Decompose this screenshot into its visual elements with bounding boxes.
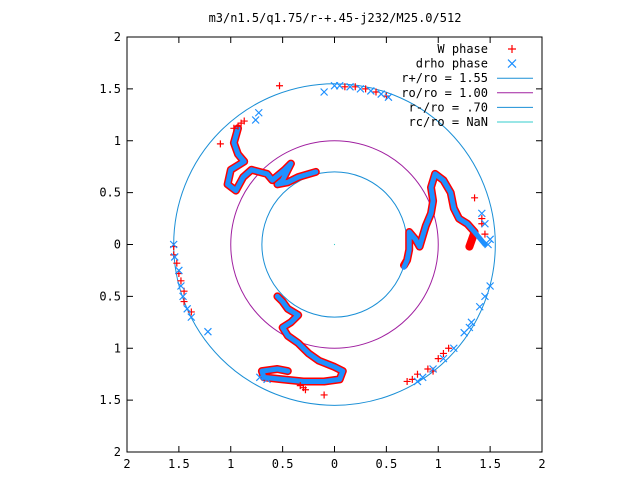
data-point-0-14 (481, 230, 489, 238)
data-point-1-31 (486, 282, 495, 290)
y-tick-label: 0.5 (99, 186, 121, 200)
y-tick-label: 2 (114, 30, 121, 44)
data-point-1-2 (320, 88, 329, 96)
data-point-1-22 (413, 377, 422, 386)
data-point-1-28 (465, 323, 474, 332)
x-tick-label: 1 (227, 457, 234, 471)
data-point-1-20 (481, 219, 489, 228)
data-point-1-23 (418, 373, 427, 382)
data-point-0-0 (216, 140, 224, 148)
x-tick-label: 2 (538, 457, 545, 471)
data-point-0-4 (240, 117, 248, 125)
data-point-1-9 (384, 93, 393, 102)
chart-title: m3/n1.5/q1.75/r-+.45-j232/M25.0/512 (209, 11, 462, 25)
data-point-1-26 (449, 344, 458, 353)
data-point-1-16 (187, 313, 196, 322)
data-point-1-29 (467, 318, 476, 327)
phase-curve-4 (259, 293, 346, 384)
data-point-1-8 (377, 90, 386, 98)
x-tick-label: 0 (331, 457, 338, 471)
data-point-1-1 (251, 116, 260, 124)
data-point-0-11 (471, 194, 479, 202)
y-tick-label: 0 (114, 238, 121, 252)
data-point-0-20 (445, 344, 453, 352)
data-point-1-34 (263, 375, 271, 384)
legend-key-0 (508, 45, 516, 53)
legend-label-4: r-/ro = .70 (409, 100, 488, 114)
data-point-1-14 (179, 292, 187, 301)
phase-markers (169, 81, 495, 399)
data-point-1-30 (475, 302, 484, 311)
center-point (333, 243, 336, 246)
y-tick-label: 1 (114, 134, 121, 148)
phase-curve-5 (401, 171, 488, 270)
data-point-1-10 (169, 240, 178, 249)
phase-curve-3 (225, 125, 319, 194)
reference-circle-1 (230, 140, 439, 349)
data-point-0-18 (434, 355, 442, 363)
data-point-1-7 (366, 87, 375, 95)
legend-label-0: W phase (437, 42, 488, 56)
data-point-1-17 (204, 327, 212, 336)
data-point-1-33 (255, 373, 264, 382)
data-point-1-4 (335, 81, 344, 90)
data-point-0-2 (234, 122, 242, 130)
axis-ticks: 2 1.5 1 0.5 0 0.5 1 1.5 221.510.500.511.52 (99, 30, 545, 471)
y-tick-label: 2 (114, 445, 121, 459)
legend-label-5: rc/ro = NaN (409, 115, 488, 129)
data-point-0-34 (320, 391, 328, 399)
data-point-0-27 (177, 277, 185, 285)
data-point-1-6 (356, 84, 365, 93)
phase-curves (223, 124, 488, 386)
legend-key-1 (507, 59, 517, 69)
data-point-0-19 (439, 349, 447, 357)
data-point-0-29 (180, 298, 188, 306)
data-point-1-25 (439, 354, 448, 363)
data-point-0-30 (187, 308, 195, 316)
data-point-1-13 (177, 282, 185, 290)
data-point-1-21 (477, 209, 486, 218)
x-tick-label: 0.5 (272, 457, 294, 471)
y-tick-label: 1.5 (99, 82, 121, 96)
legend-label-2: r+/ro = 1.55 (401, 71, 488, 85)
data-point-1-19 (486, 235, 495, 244)
data-point-0-21 (403, 377, 411, 385)
data-point-1-12 (174, 266, 183, 275)
data-point-1-24 (429, 365, 437, 373)
data-point-0-1 (230, 124, 238, 132)
x-tick-label: 1 (435, 457, 442, 471)
data-point-1-18 (484, 240, 492, 249)
y-tick-label: 0.5 (99, 289, 121, 303)
x-tick-label: 1.5 (168, 457, 190, 471)
data-point-1-32 (481, 292, 489, 301)
x-tick-label: 1.5 (479, 457, 501, 471)
data-point-0-6 (341, 83, 349, 91)
x-tick-label: 2 (123, 457, 130, 471)
y-tick-label: 1.5 (99, 393, 121, 407)
data-point-1-11 (170, 253, 179, 261)
data-point-1-15 (183, 304, 192, 313)
legend-label-1: drho phase (416, 57, 488, 71)
data-point-0-5 (276, 82, 284, 90)
data-point-1-5 (346, 82, 354, 91)
data-point-0-17 (424, 365, 432, 373)
data-point-0-25 (173, 259, 181, 267)
y-tick-label: 1 (114, 341, 121, 355)
x-tick-label: 0.5 (376, 457, 398, 471)
legend-label-3: ro/ro = 1.00 (401, 86, 488, 100)
data-point-1-0 (254, 108, 263, 117)
data-point-0-33 (301, 386, 309, 394)
